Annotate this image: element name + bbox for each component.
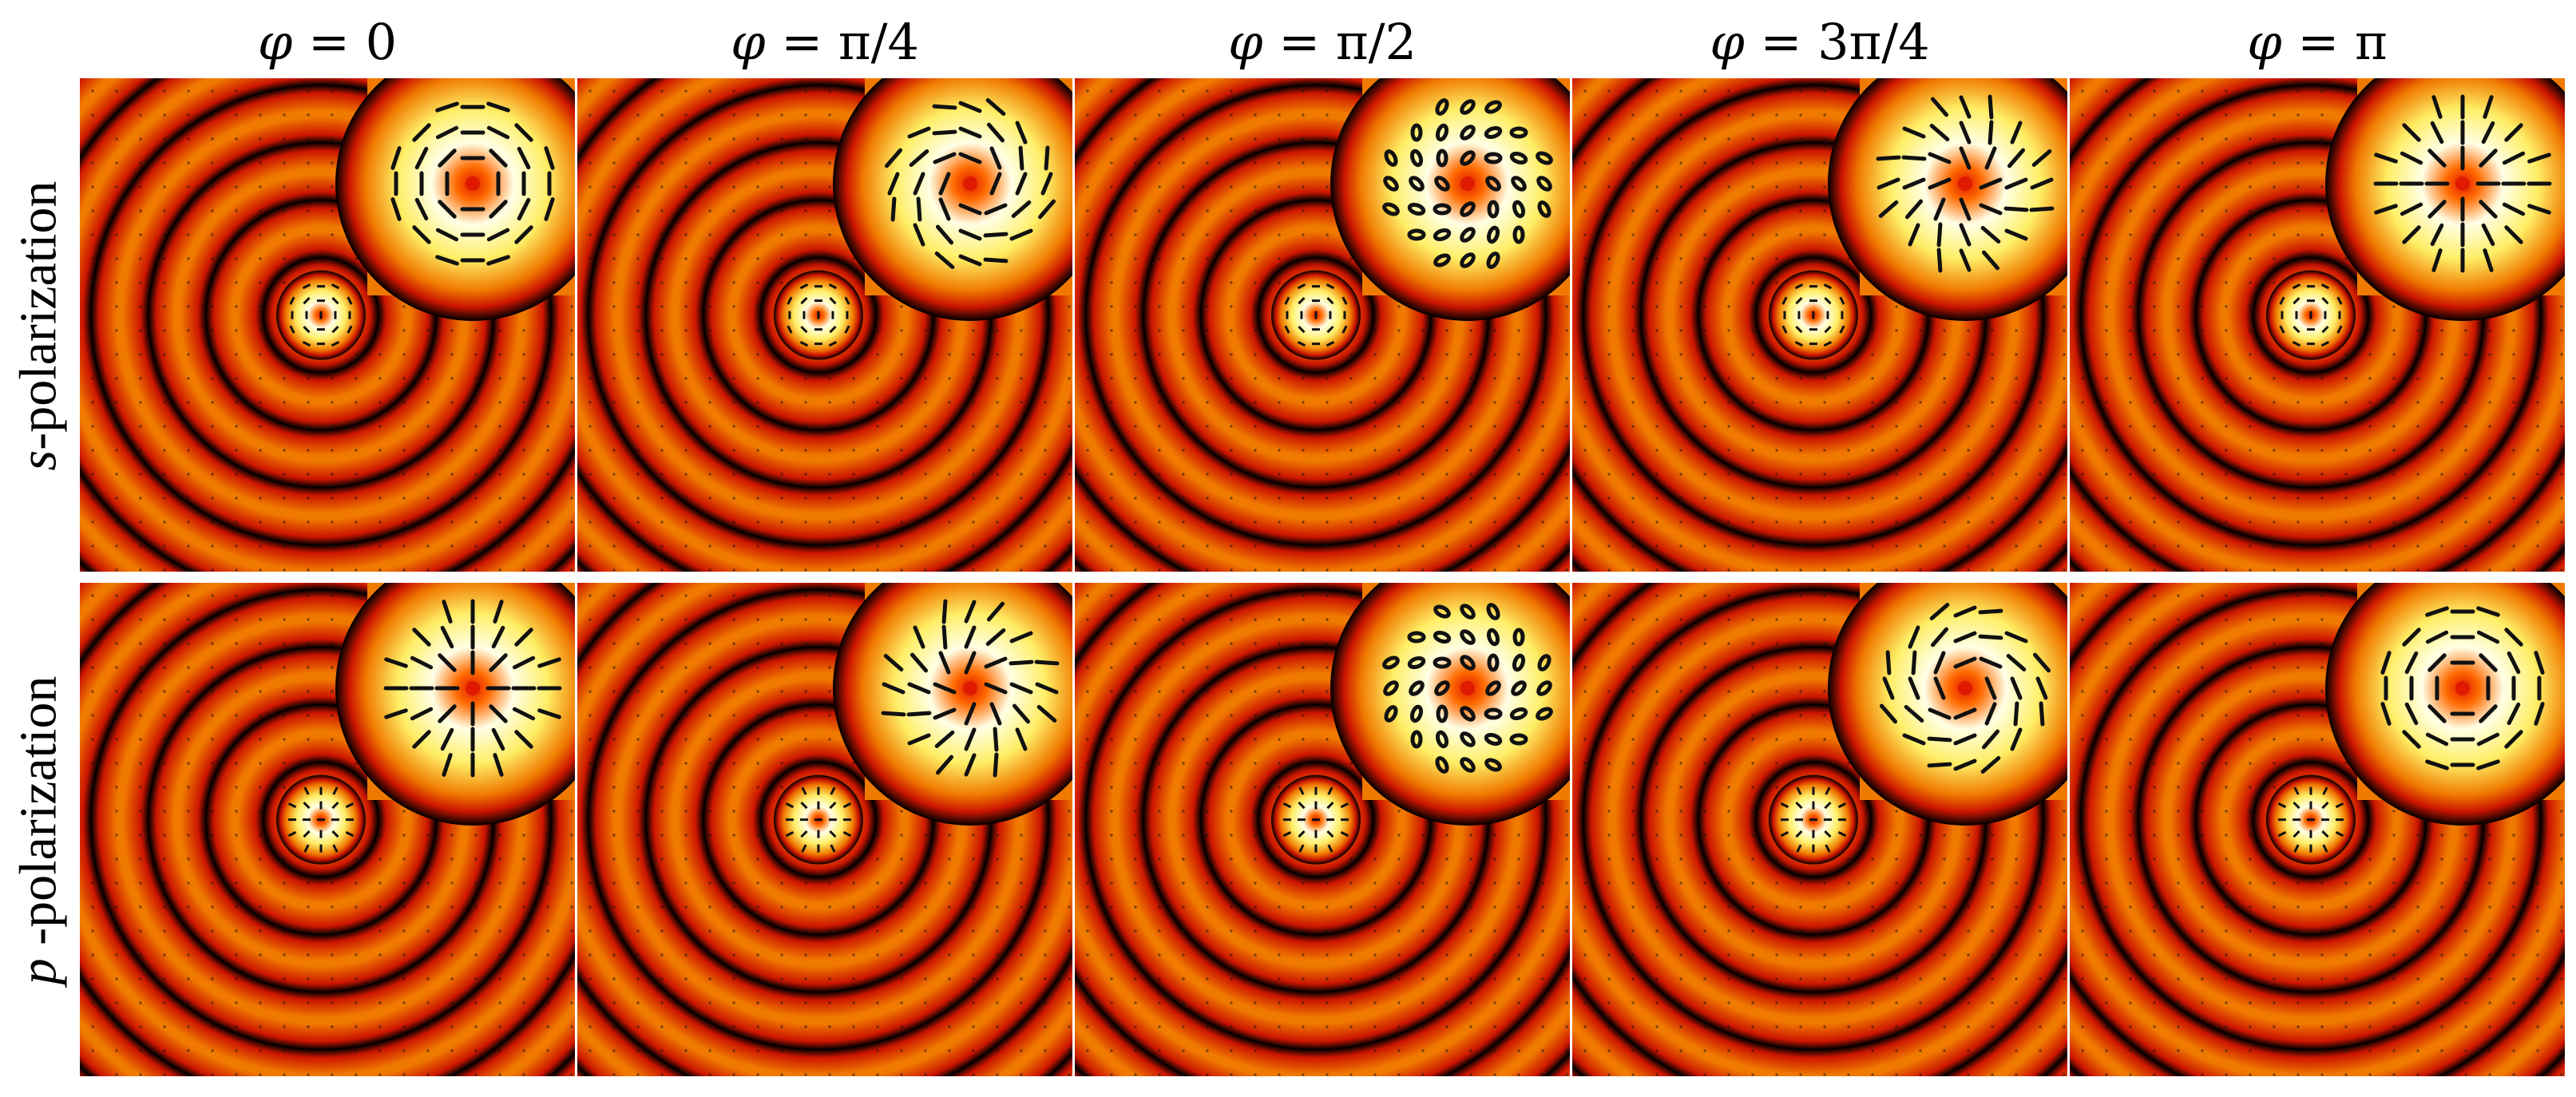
row-letter: s (9, 449, 67, 471)
inset-zoom (1828, 583, 2067, 826)
center-vectors (785, 786, 852, 853)
phi-value: = π/4 (765, 13, 919, 71)
row-text: -polarization (9, 180, 67, 450)
center-vectors (787, 283, 850, 347)
phi-value: = 0 (292, 13, 398, 71)
phi-value: = π/2 (1262, 13, 1417, 71)
row-text: -polarization (9, 675, 67, 959)
inset-zoom (1330, 583, 1570, 826)
polarization-marks (91, 594, 573, 1076)
polarization-marks (1583, 89, 2066, 572)
phi-symbol: φ (1710, 13, 1745, 71)
center-vectors (2279, 283, 2343, 347)
field-panel-p-2 (577, 583, 1072, 1076)
row-label-p-polarization: p -polarization (3, 583, 73, 1078)
row-label-s-polarization: s-polarization (3, 78, 73, 573)
phi-symbol: φ (1228, 13, 1263, 71)
field-panel-s-4 (1572, 78, 2067, 572)
field-panel-s-1 (80, 78, 575, 572)
column-header-phi-pi-4: φ = π/4 (577, 14, 1072, 70)
column-header-phi-3pi-4: φ = 3π/4 (1572, 14, 2067, 70)
center-vectors (2277, 786, 2344, 853)
center-vectors (287, 786, 355, 853)
inset-zoom (335, 78, 575, 321)
center-vectors (289, 283, 353, 347)
field-panel-s-3 (1075, 78, 1570, 572)
inset-zoom (2325, 583, 2565, 826)
field-panel-s-5 (2070, 78, 2565, 572)
inset-zoom (1828, 78, 2067, 321)
center-vectors (1781, 283, 1845, 347)
inset-zoom (833, 583, 1072, 826)
phi-value: = π (2281, 13, 2388, 71)
field-panel-s-2 (577, 78, 1072, 572)
center-vectors (1282, 786, 1349, 853)
inset-zoom (1330, 78, 1570, 321)
row-letter: p (9, 958, 67, 985)
column-header-phi-0: φ = 0 (80, 14, 575, 70)
inset-zoom (2325, 78, 2565, 321)
field-panel-p-1 (80, 583, 575, 1076)
column-header-phi-pi-2: φ = π/2 (1075, 14, 1570, 70)
field-panel-p-4 (1572, 583, 2067, 1076)
column-header-phi-pi: φ = π (2070, 14, 2565, 70)
phi-value: = 3π/4 (1744, 13, 1930, 71)
phi-symbol: φ (731, 13, 766, 71)
inset-zoom (833, 78, 1072, 321)
inset-zoom (335, 583, 575, 826)
phi-symbol: φ (257, 13, 293, 71)
phi-symbol: φ (2247, 13, 2282, 71)
field-panel-p-3 (1075, 583, 1570, 1076)
center-vectors (1284, 283, 1348, 347)
center-vectors (1780, 786, 1847, 853)
field-panel-p-5 (2070, 583, 2565, 1076)
